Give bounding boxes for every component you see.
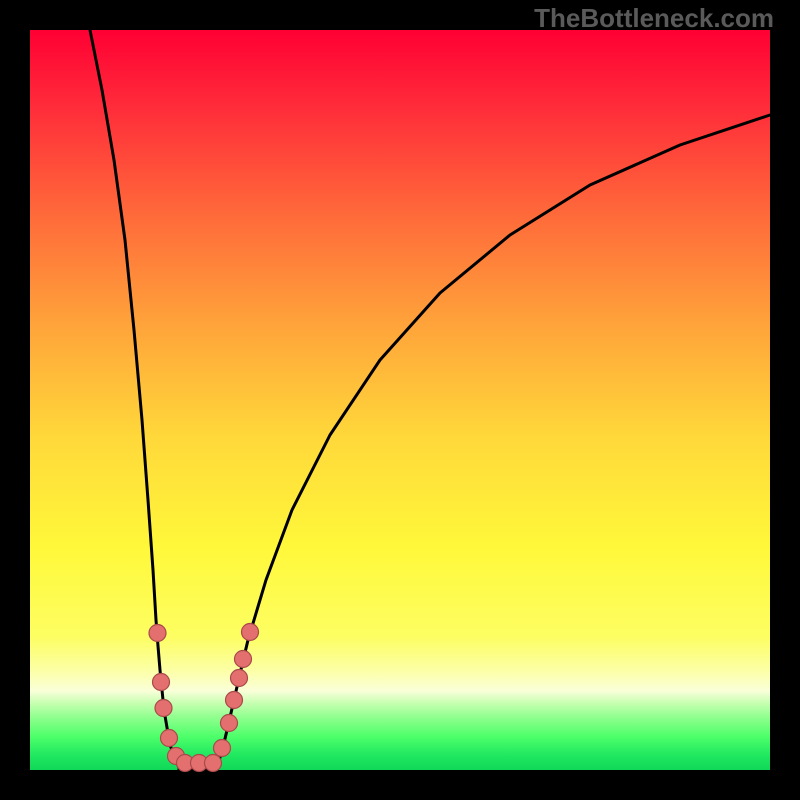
data-marker: [149, 625, 166, 642]
bottleneck-curve: [90, 30, 770, 770]
data-marker: [242, 624, 259, 641]
data-marker: [235, 651, 252, 668]
data-marker: [205, 755, 222, 772]
data-marker: [155, 700, 172, 717]
data-marker: [161, 730, 178, 747]
watermark-text: TheBottleneck.com: [534, 3, 774, 34]
chart-frame: TheBottleneck.com: [0, 0, 800, 800]
data-marker: [231, 670, 248, 687]
marker-group: [149, 624, 259, 772]
curve-layer: [30, 30, 770, 770]
data-marker: [221, 715, 238, 732]
data-marker: [153, 674, 170, 691]
data-marker: [226, 692, 243, 709]
data-marker: [214, 740, 231, 757]
plot-area: [30, 30, 770, 770]
